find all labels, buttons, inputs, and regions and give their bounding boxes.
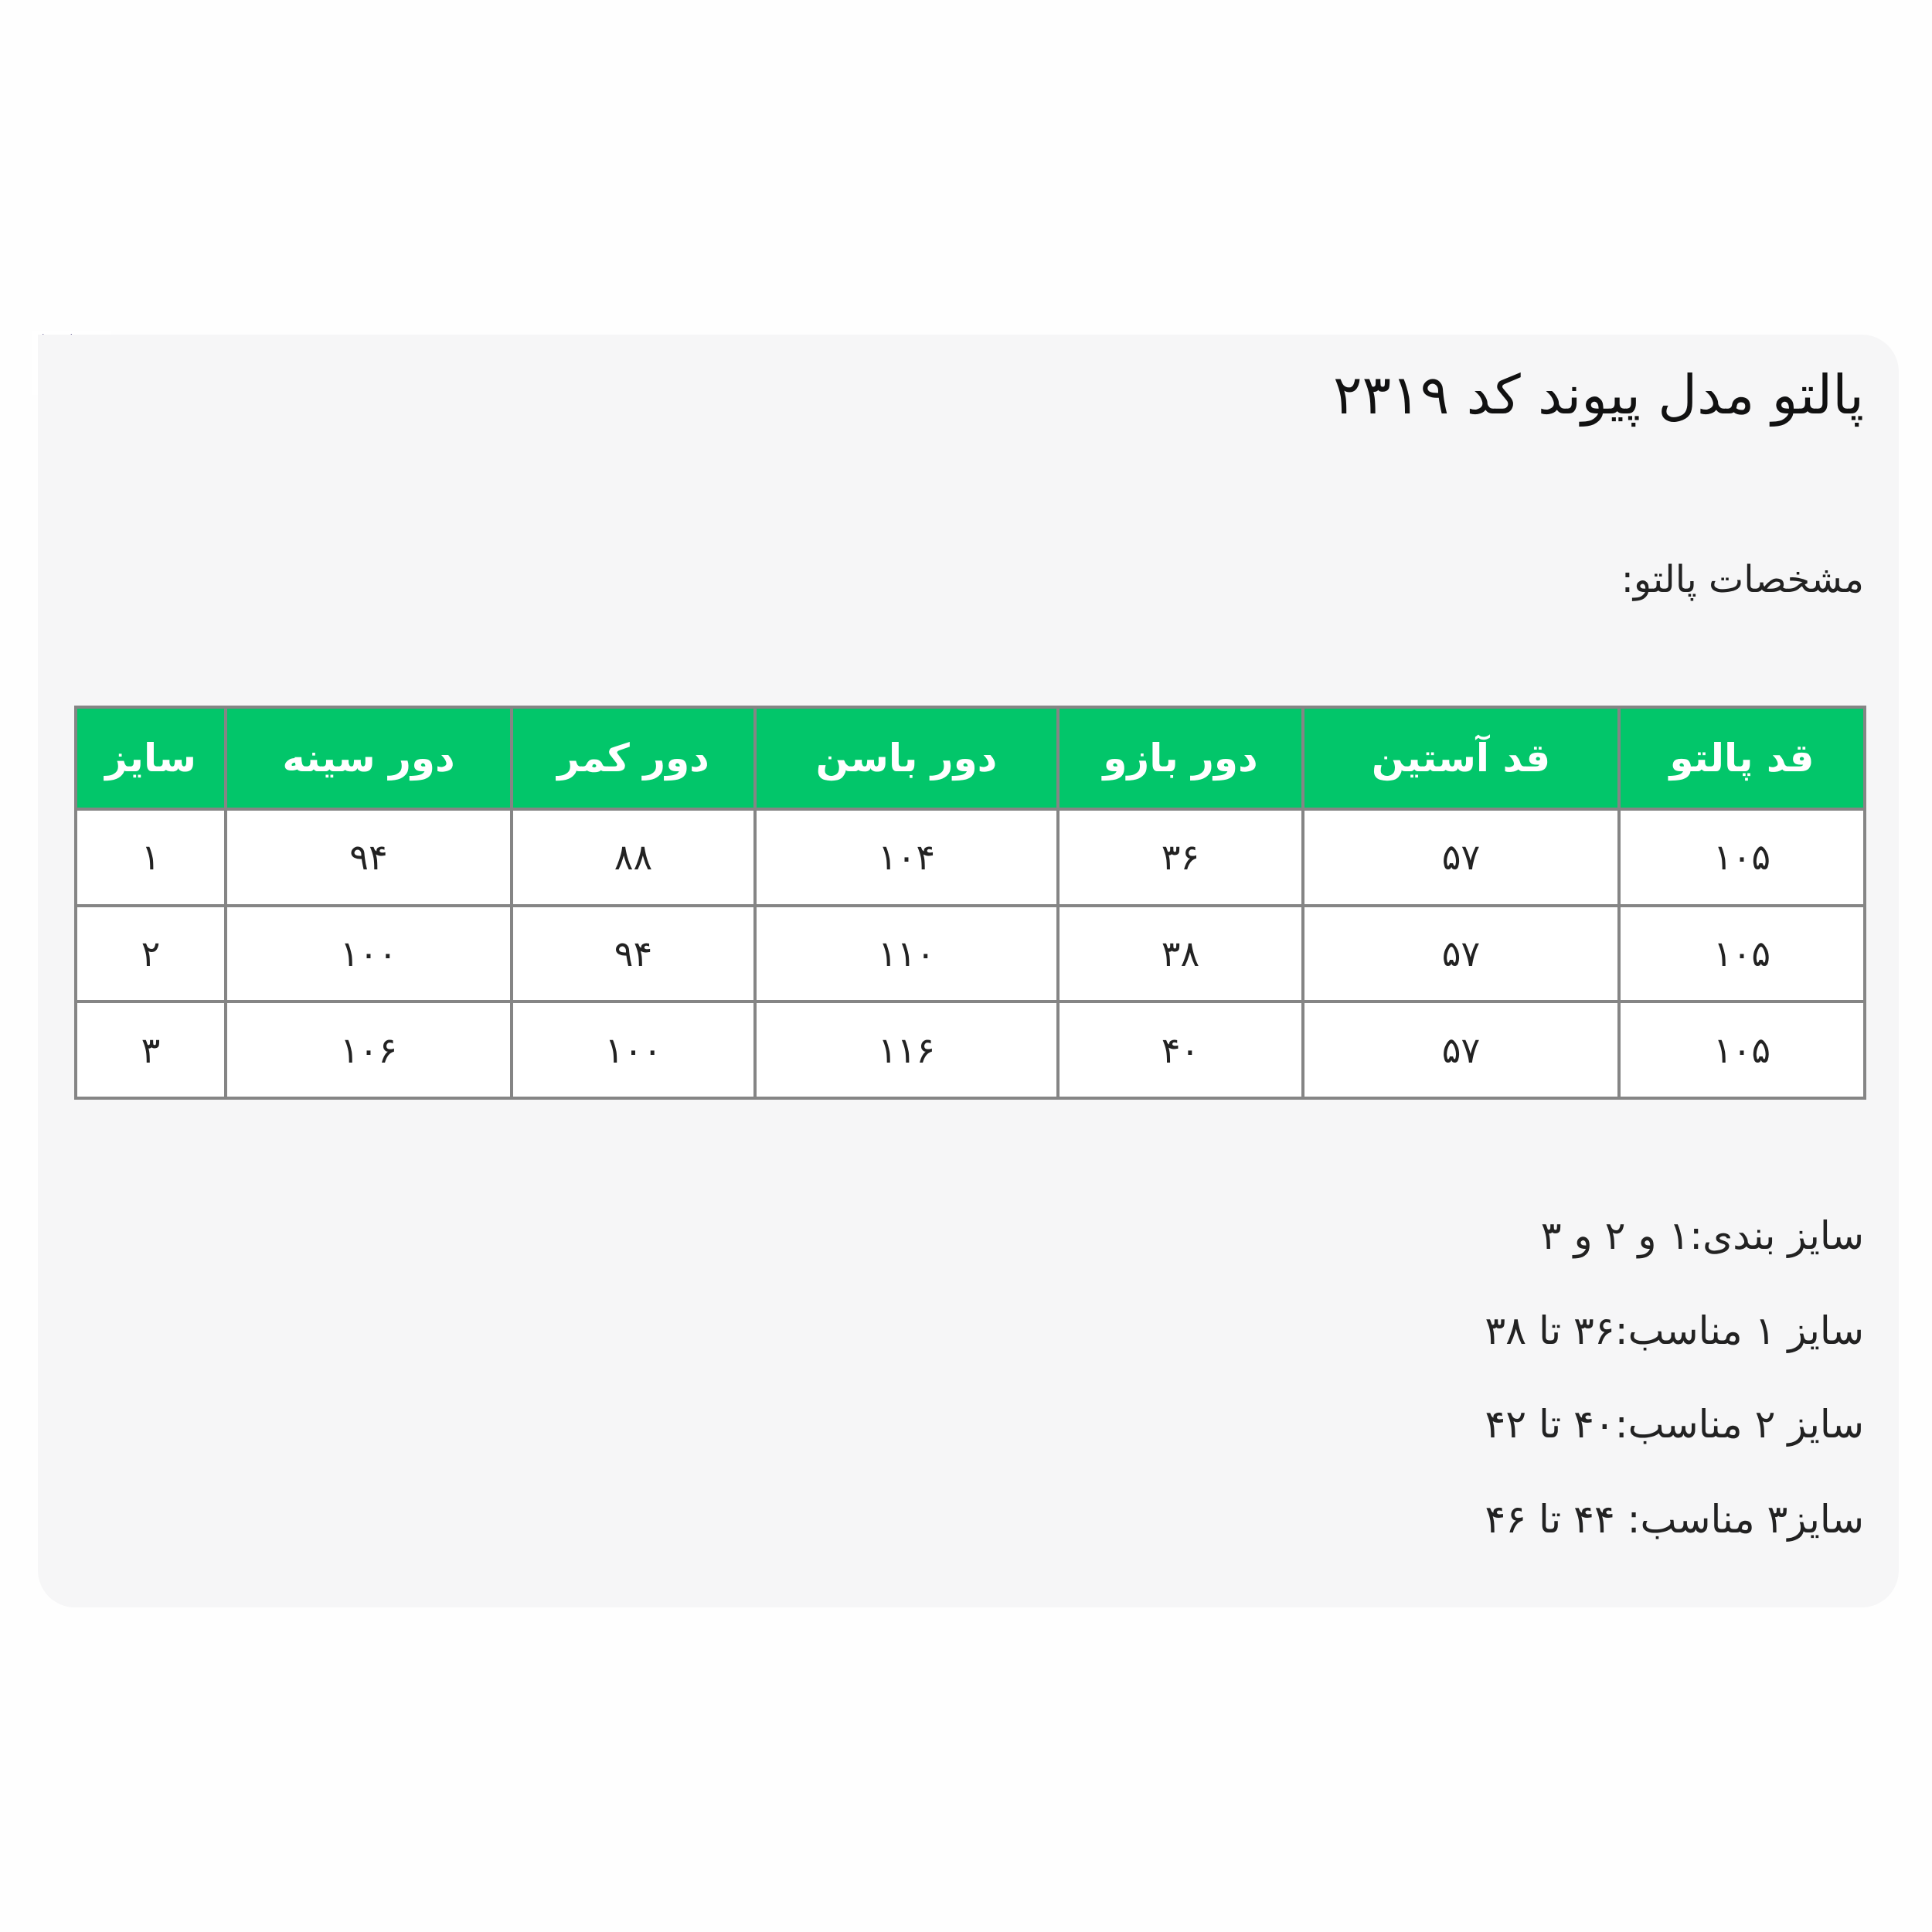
table-cell: ۳۸ bbox=[1056, 903, 1304, 1004]
table-cell: ۱۰۴ bbox=[753, 808, 1060, 907]
table-cell: ۴۰ bbox=[1056, 1000, 1304, 1100]
table-cell: ۹۴ bbox=[510, 903, 757, 1004]
table-row: ۱۰۵ ۵۷ ۴۰ ۱۱۶ ۱۰۰ ۱۰۶ ۳ bbox=[74, 1000, 1866, 1100]
table-cell: ۱۱۰ bbox=[753, 903, 1060, 1004]
note-size-1: سایز ۱ مناسب:۳۶ تا ۳۸ bbox=[1485, 1308, 1864, 1353]
table-cell: ۵۷ bbox=[1301, 808, 1621, 907]
table-cell: ۱۰۶ bbox=[224, 1000, 513, 1100]
header-arm: دور بازو bbox=[1056, 706, 1304, 811]
table-cell: ۸۸ bbox=[510, 808, 757, 907]
table-row: ۱۰۵ ۵۷ ۳۶ ۱۰۴ ۸۸ ۹۴ ۱ bbox=[74, 808, 1866, 907]
table-cell: ۱۱۶ bbox=[753, 1000, 1060, 1100]
table-cell: ۳۶ bbox=[1056, 808, 1304, 907]
size-table: قد پالتو قد آستین دور بازو دور باسن دور … bbox=[74, 706, 1866, 1100]
header-size: سایز bbox=[74, 706, 227, 811]
table-cell: ۱۰۰ bbox=[510, 1000, 757, 1100]
header-coat-length: قد پالتو bbox=[1617, 706, 1866, 811]
table-cell: ۹۴ bbox=[224, 808, 513, 907]
table-cell: ۱ bbox=[74, 808, 227, 907]
table-header-row: قد پالتو قد آستین دور بازو دور باسن دور … bbox=[74, 706, 1866, 811]
table-cell: ۱۰۵ bbox=[1617, 903, 1866, 1004]
table-cell: ۵۷ bbox=[1301, 903, 1621, 1004]
table-cell: ۱۰۵ bbox=[1617, 808, 1866, 907]
table-cell: ۳ bbox=[74, 1000, 227, 1100]
note-size-2: سایز ۲ مناسب:۴۰ تا ۴۲ bbox=[1485, 1402, 1864, 1447]
specs-heading: مشخصات پالتو: bbox=[1621, 558, 1864, 601]
table-cell: ۲ bbox=[74, 903, 227, 1004]
note-sizing: سایز بندی:۱ و ۲ و ۳ bbox=[1540, 1213, 1864, 1258]
header-hip: دور باسن bbox=[753, 706, 1060, 811]
table-row: ۱۰۵ ۵۷ ۳۸ ۱۱۰ ۹۴ ۱۰۰ ۲ bbox=[74, 903, 1866, 1004]
header-waist: دور کمر bbox=[510, 706, 757, 811]
note-size-3: سایز۳ مناسب: ۴۴ تا ۴۶ bbox=[1485, 1497, 1864, 1542]
table-cell: ۵۷ bbox=[1301, 1000, 1621, 1100]
product-title: پالتو مدل پیوند کد ۲۳۱۹ bbox=[1333, 363, 1864, 427]
header-sleeve-length: قد آستین bbox=[1301, 706, 1621, 811]
header-chest: دور سینه bbox=[224, 706, 513, 811]
table-cell: ۱۰۵ bbox=[1617, 1000, 1866, 1100]
table-cell: ۱۰۰ bbox=[224, 903, 513, 1004]
